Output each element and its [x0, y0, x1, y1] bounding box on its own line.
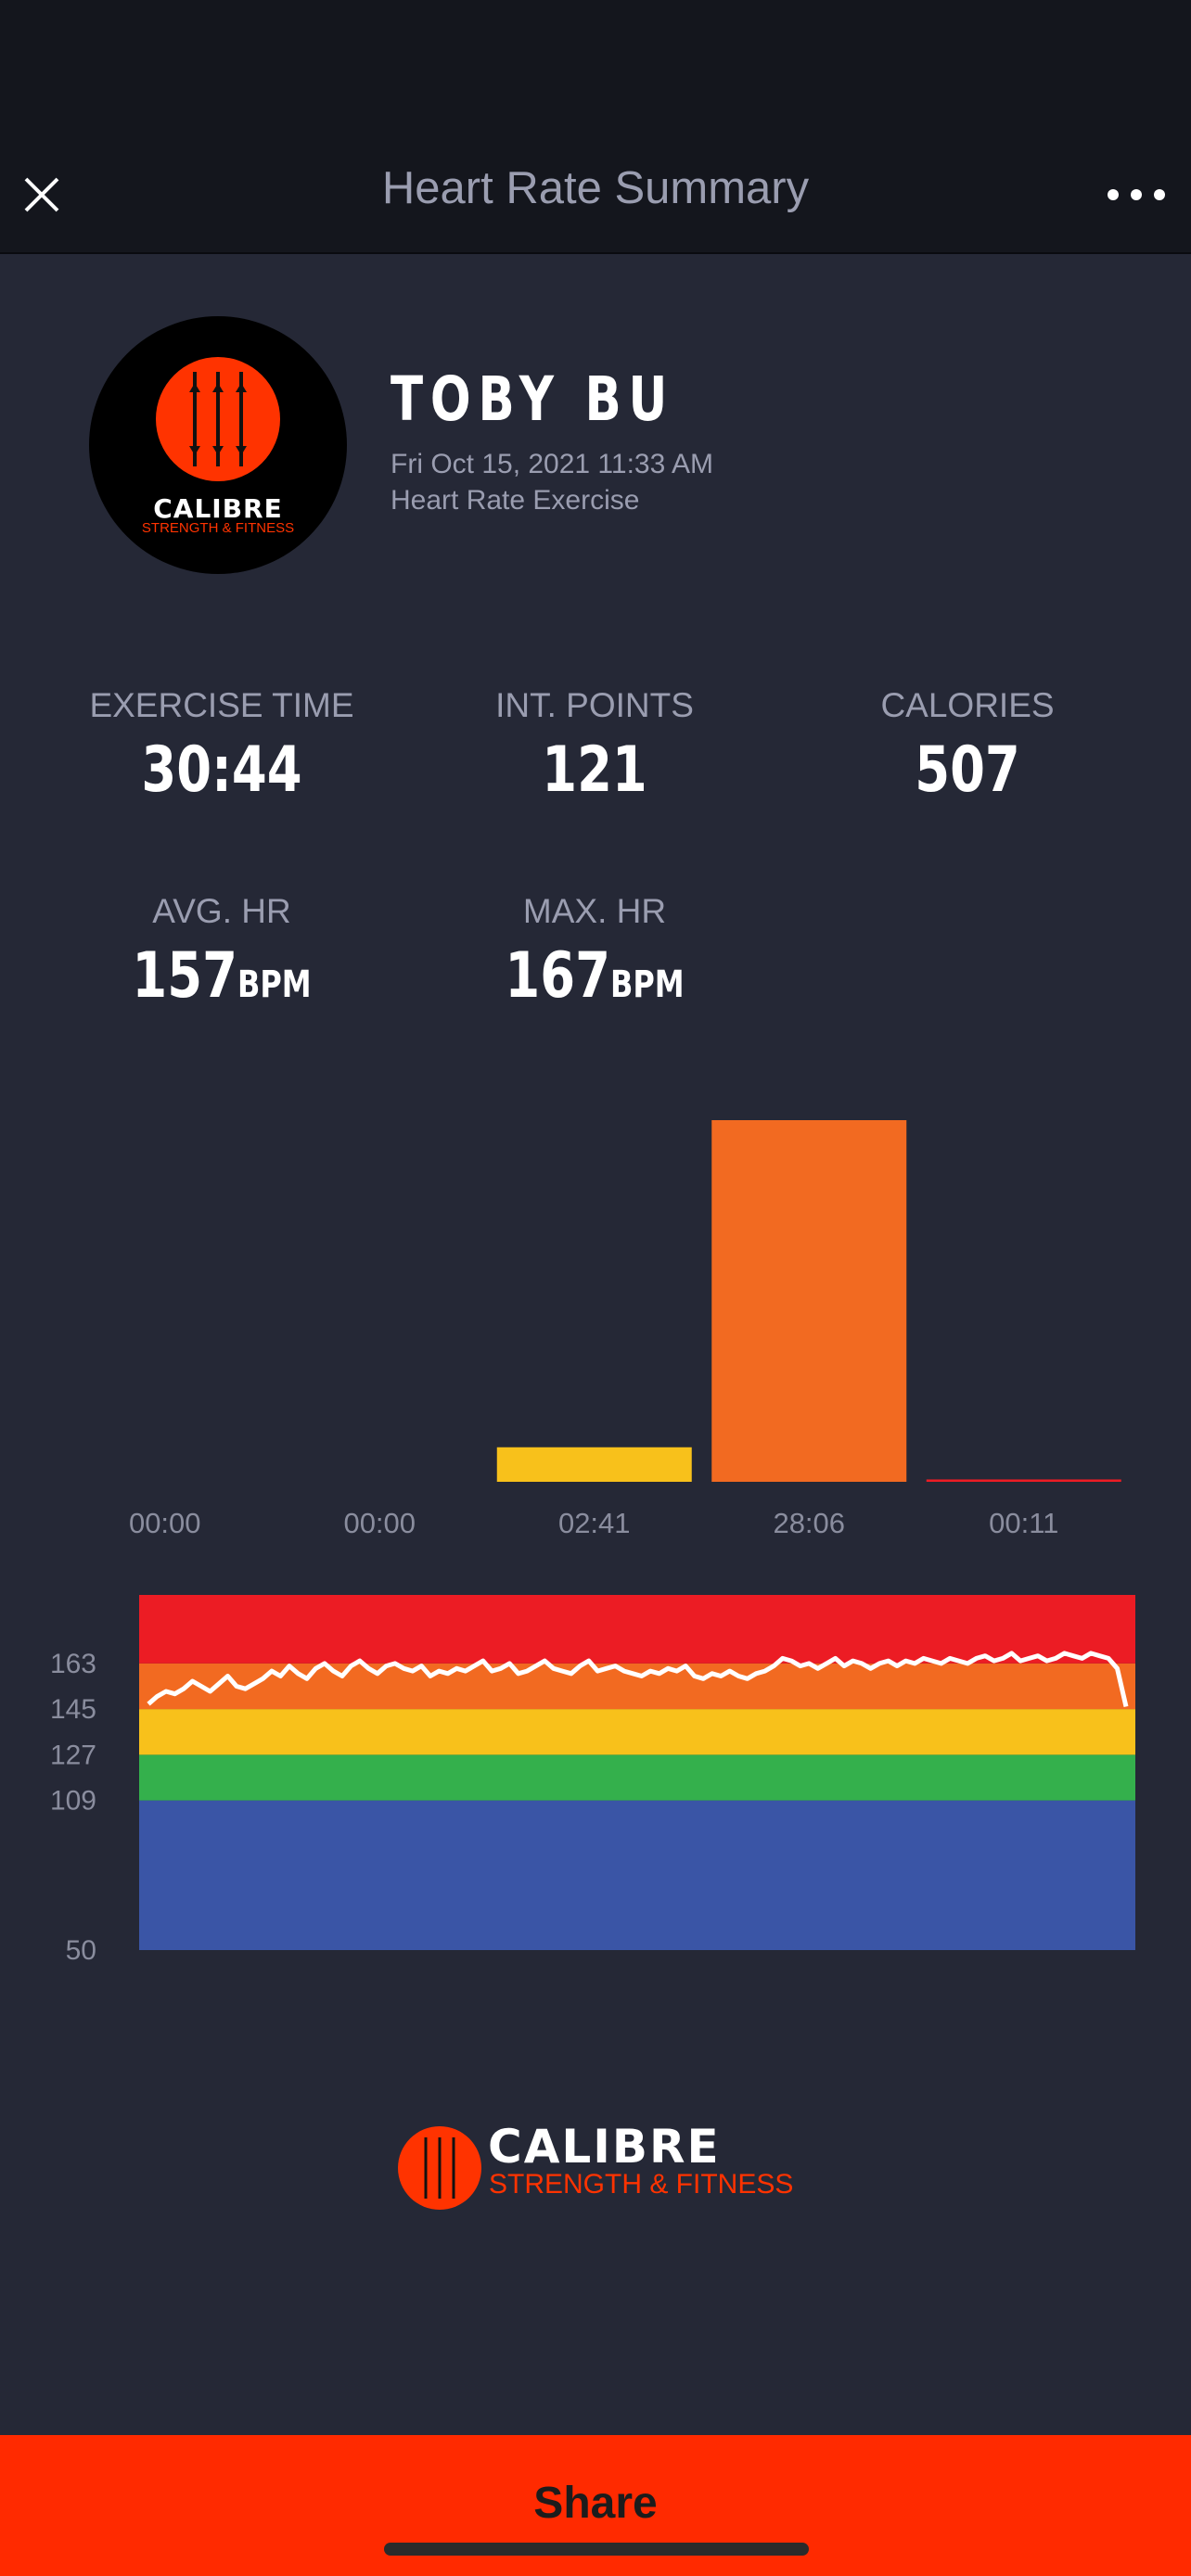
- hr-axis-tick: 50: [66, 1935, 96, 1966]
- calibre-logo: [156, 357, 280, 481]
- heart-rate-line: [147, 1651, 1129, 1707]
- hr-axis-tick: 127: [50, 1740, 96, 1770]
- more-horizontal-icon[interactable]: [1104, 176, 1169, 213]
- avg-hr-value: 157BPM: [81, 945, 363, 1008]
- user-name: TOBY BU: [391, 363, 675, 435]
- exercise-time-label: EXERCISE TIME: [89, 686, 354, 724]
- max-hr-unit: BPM: [609, 963, 685, 1006]
- calories-value: 507: [915, 733, 1020, 807]
- int-points-value: 121: [542, 733, 647, 807]
- zone-bar: [711, 1120, 907, 1482]
- bar-category-label: 00:00: [343, 1507, 416, 1539]
- max-hr-value: 167BPM: [454, 945, 736, 1008]
- share-button-label[interactable]: Share: [533, 2479, 658, 2528]
- session-datetime: Fri Oct 15, 2021 11:33 AM: [391, 449, 713, 479]
- max-hr-number: 167: [505, 939, 610, 1013]
- zone-bar: [926, 1479, 1121, 1482]
- max-hr-label: MAX. HR: [522, 892, 667, 930]
- bar-category-label: 02:41: [558, 1507, 631, 1539]
- avg-hr-label: AVG. HR: [152, 892, 291, 930]
- avg-hr-number: 157: [132, 939, 237, 1013]
- avatar: [89, 316, 347, 574]
- heart-rate-zone-chart: 163 145 127 109 50: [50, 1595, 1135, 1966]
- hr-axis-tick: 145: [50, 1694, 96, 1725]
- hr-axis-tick: 163: [50, 1649, 96, 1679]
- top-bar: [0, 0, 1191, 254]
- calories-label: CALORIES: [880, 686, 1055, 724]
- hr-zone-band: [139, 1709, 1135, 1755]
- close-icon[interactable]: [19, 172, 65, 218]
- footer-logo-text: CALIBRE: [488, 2120, 721, 2174]
- activity-type: Heart Rate Exercise: [391, 485, 640, 516]
- int-points-label: INT. POINTS: [495, 686, 694, 724]
- footer-logo: [398, 2126, 481, 2210]
- page-title: Heart Rate Summary: [381, 163, 810, 213]
- bar-category-label: 28:06: [773, 1507, 845, 1539]
- hr-zone-band: [139, 1663, 1135, 1710]
- footer-logo-subtext: STRENGTH & FITNESS: [489, 2169, 794, 2200]
- hr-zone-band: [139, 1754, 1135, 1801]
- home-indicator: [384, 2543, 809, 2556]
- bar-category-label: 00:00: [129, 1507, 201, 1539]
- avg-hr-unit: BPM: [237, 963, 312, 1006]
- hr-zone-band: [139, 1800, 1135, 1950]
- zone-bar: [496, 1447, 692, 1482]
- exercise-time-value: 30:44: [141, 733, 302, 807]
- bar-category-label: 00:11: [989, 1507, 1058, 1539]
- hr-zone-band: [139, 1595, 1135, 1664]
- avatar-logo-subtext: STRENGTH & FITNESS: [141, 520, 295, 536]
- zone-time-bar-chart: 00:00 00:00 02:41 28:06 00:11: [129, 1120, 1121, 1539]
- hr-axis-tick: 109: [50, 1786, 96, 1817]
- avatar-logo-text: CALIBRE: [153, 493, 283, 524]
